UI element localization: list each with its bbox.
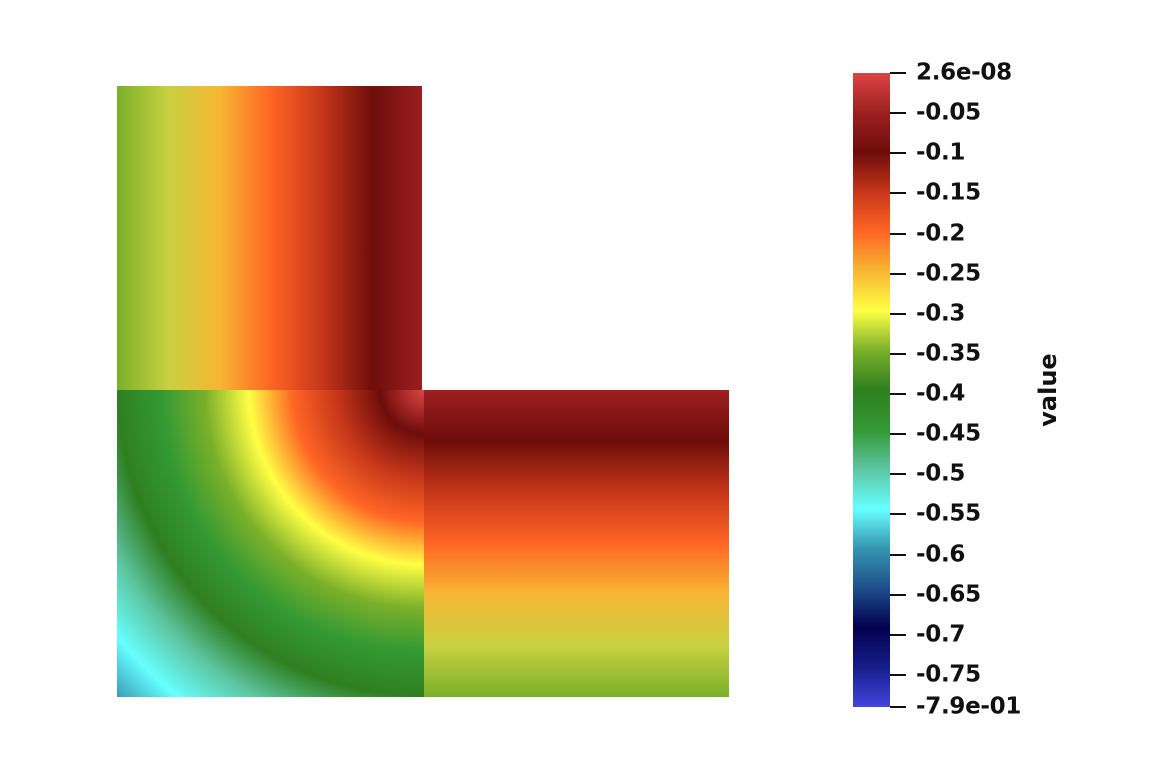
colorbar-tick-label: -0.15 bbox=[916, 179, 981, 206]
colorbar-tick-mark bbox=[890, 393, 906, 395]
l-shaped-domain bbox=[117, 86, 729, 697]
colorbar-tick-label: -0.1 bbox=[916, 139, 966, 166]
colorbar-tick-mark bbox=[890, 633, 906, 636]
colorbar-tick-label: -0.2 bbox=[916, 220, 966, 246]
colorbar-tick-label: 2.6e-08 bbox=[916, 59, 1012, 86]
field-fill-top-arm bbox=[117, 86, 424, 390]
colorbar-title: value bbox=[1034, 353, 1062, 427]
colorbar-tick-mark bbox=[890, 72, 906, 74]
colorbar-tick-mark bbox=[890, 673, 906, 676]
colorbar bbox=[853, 73, 890, 707]
colorbar-tick-label: -0.25 bbox=[916, 260, 981, 287]
colorbar-tick-mark bbox=[890, 352, 906, 355]
colorbar-tick-mark bbox=[890, 192, 906, 195]
colorbar-tick-label: -0.6 bbox=[916, 541, 966, 568]
colorbar-tick-label: -0.7 bbox=[916, 621, 966, 648]
colorbar-tick-label: -0.05 bbox=[916, 99, 981, 126]
colorbar-tick-label: -7.9e-01 bbox=[916, 693, 1022, 720]
colorbar-tick-mark bbox=[890, 433, 906, 436]
colorbar-tick-mark bbox=[890, 513, 906, 516]
colorbar-tick-mark bbox=[890, 706, 906, 708]
colorbar-tick-label: -0.3 bbox=[916, 300, 966, 327]
colorbar-tick-mark bbox=[890, 473, 906, 476]
colorbar-tick-mark bbox=[890, 272, 906, 275]
colorbar-tick-label: -0.45 bbox=[916, 420, 981, 447]
colorbar-tick-mark bbox=[890, 232, 906, 235]
colorbar-tick-mark bbox=[890, 152, 906, 155]
colorbar-tick-label: -0.35 bbox=[916, 340, 981, 367]
colorbar-tick-label: -0.4 bbox=[916, 380, 966, 407]
colorbar-gradient bbox=[853, 73, 890, 707]
field-fill-right-arm bbox=[424, 390, 729, 697]
colorbar-tick-label: -0.75 bbox=[916, 661, 981, 688]
colorbar-tick-mark bbox=[890, 312, 906, 315]
colorbar-tick-label: -0.65 bbox=[916, 581, 981, 608]
colorbar-tick-mark bbox=[890, 553, 906, 556]
colorbar-tick-label: -0.55 bbox=[916, 500, 981, 527]
colorbar-tick-label: -0.5 bbox=[916, 460, 966, 487]
colorbar-tick-mark bbox=[890, 112, 906, 115]
colorbar-tick-mark bbox=[890, 593, 906, 596]
